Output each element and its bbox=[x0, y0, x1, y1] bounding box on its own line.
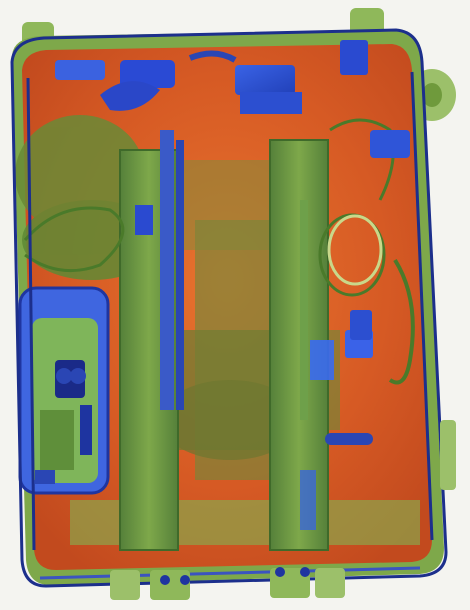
handle-rails bbox=[119, 130, 329, 551]
side-bracket bbox=[440, 420, 456, 490]
case-frame-wire bbox=[10, 28, 448, 588]
bottom-wheels bbox=[110, 567, 345, 600]
electronic-device bbox=[18, 286, 110, 495]
metal-objects bbox=[55, 40, 410, 445]
coiled-cable bbox=[23, 118, 415, 385]
